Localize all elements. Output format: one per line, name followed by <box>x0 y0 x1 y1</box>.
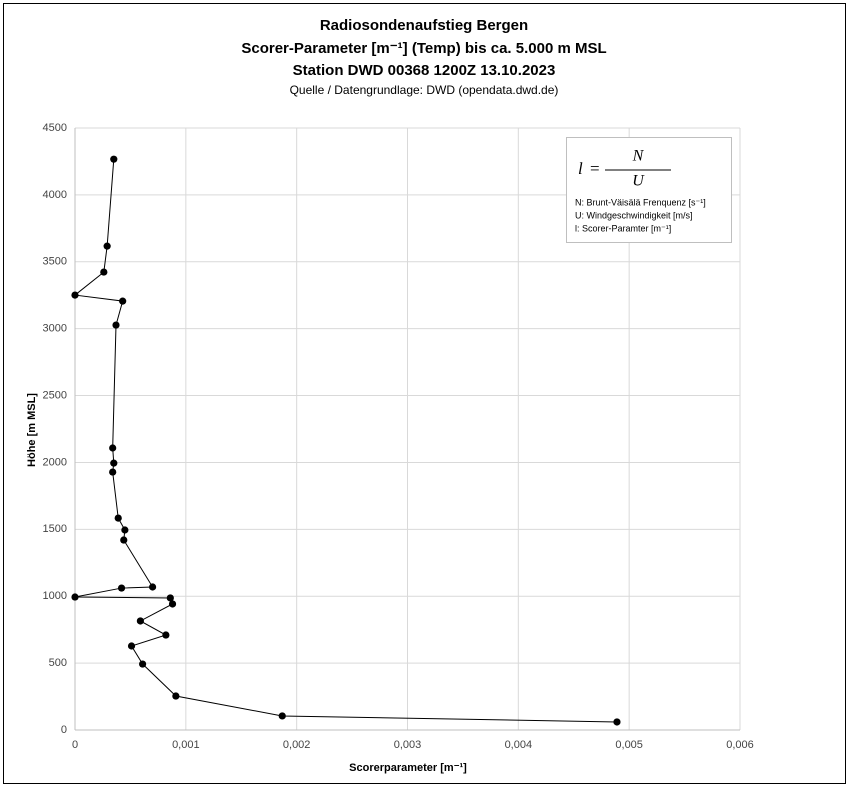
data-point <box>172 692 180 700</box>
data-point <box>112 321 120 329</box>
x-axis-label: Scorerparameter [m⁻¹] <box>349 762 467 774</box>
plot-area: 0 500 1000 1500 2000 2500 3000 3500 4000 4500 0 0,0… <box>43 122 754 751</box>
data-point <box>613 718 621 726</box>
legend-line: l: Scorer-Paramter [m⁻¹] <box>575 223 671 233</box>
legend-box: l = N U N: Brunt-Väisälä Frenquenz [s⁻¹]… <box>566 137 732 243</box>
chart-border <box>3 3 846 784</box>
chart-source: Quelle / Datengrundlage: DWD (opendata.d… <box>290 83 559 97</box>
data-point <box>166 594 174 602</box>
data-point <box>109 468 117 476</box>
data-point <box>109 444 117 452</box>
legend-line: N: Brunt-Väisälä Frenquenz [s⁻¹] <box>575 197 706 207</box>
x-tick-label: 0,004 <box>505 739 533 751</box>
formula-denominator: U <box>632 173 645 190</box>
legend-line: U: Windgeschwindigkeit [m/s] <box>575 210 693 220</box>
data-point <box>278 712 286 720</box>
data-point <box>110 459 118 467</box>
y-tick-label: 2500 <box>43 389 67 401</box>
y-tick-label: 4500 <box>43 122 67 134</box>
x-tick-label: 0,006 <box>726 739 754 751</box>
data-point <box>100 268 108 276</box>
data-point <box>110 155 118 163</box>
y-tick-label: 3000 <box>43 323 67 335</box>
data-point <box>71 593 79 601</box>
data-point <box>121 526 129 534</box>
data-point <box>119 297 127 305</box>
x-tick-label: 0,005 <box>615 739 643 751</box>
y-tick-label: 1500 <box>43 523 67 535</box>
y-tick-label: 3500 <box>43 256 67 268</box>
data-point <box>162 631 170 639</box>
formula-lhs: l <box>578 159 583 178</box>
y-axis-label: Höhe [m MSL] <box>26 393 38 467</box>
x-tick-label: 0,003 <box>394 739 422 751</box>
data-point <box>168 600 177 608</box>
legend-frame <box>566 137 732 243</box>
data-point <box>114 514 122 522</box>
chart-subtitle: Scorer-Parameter [m⁻¹] (Temp) bis ca. 5.… <box>241 40 606 57</box>
y-tick-label: 4000 <box>43 189 67 201</box>
data-point <box>148 583 157 591</box>
data-point <box>120 536 128 544</box>
data-point <box>136 617 144 625</box>
data-point <box>103 242 111 250</box>
y-tick-label: 0 <box>61 724 67 736</box>
formula-numerator: N <box>632 148 645 165</box>
y-tick-label: 1000 <box>43 590 67 602</box>
chart-subtitle: Station DWD 00368 1200Z 13.10.2023 <box>293 62 556 79</box>
x-tick-label: 0,001 <box>172 739 200 751</box>
data-point <box>117 584 126 592</box>
y-tick-label: 2000 <box>43 456 67 468</box>
chart-title: Radiosondenaufstieg Bergen <box>320 17 528 34</box>
data-point <box>127 642 136 650</box>
x-tick-label: 0 <box>72 739 78 751</box>
data-point <box>71 291 79 299</box>
data-point <box>139 660 147 668</box>
formula-eq: = <box>590 159 600 178</box>
x-tick-label: 0,002 <box>283 739 311 751</box>
y-tick-label: 500 <box>49 657 67 669</box>
